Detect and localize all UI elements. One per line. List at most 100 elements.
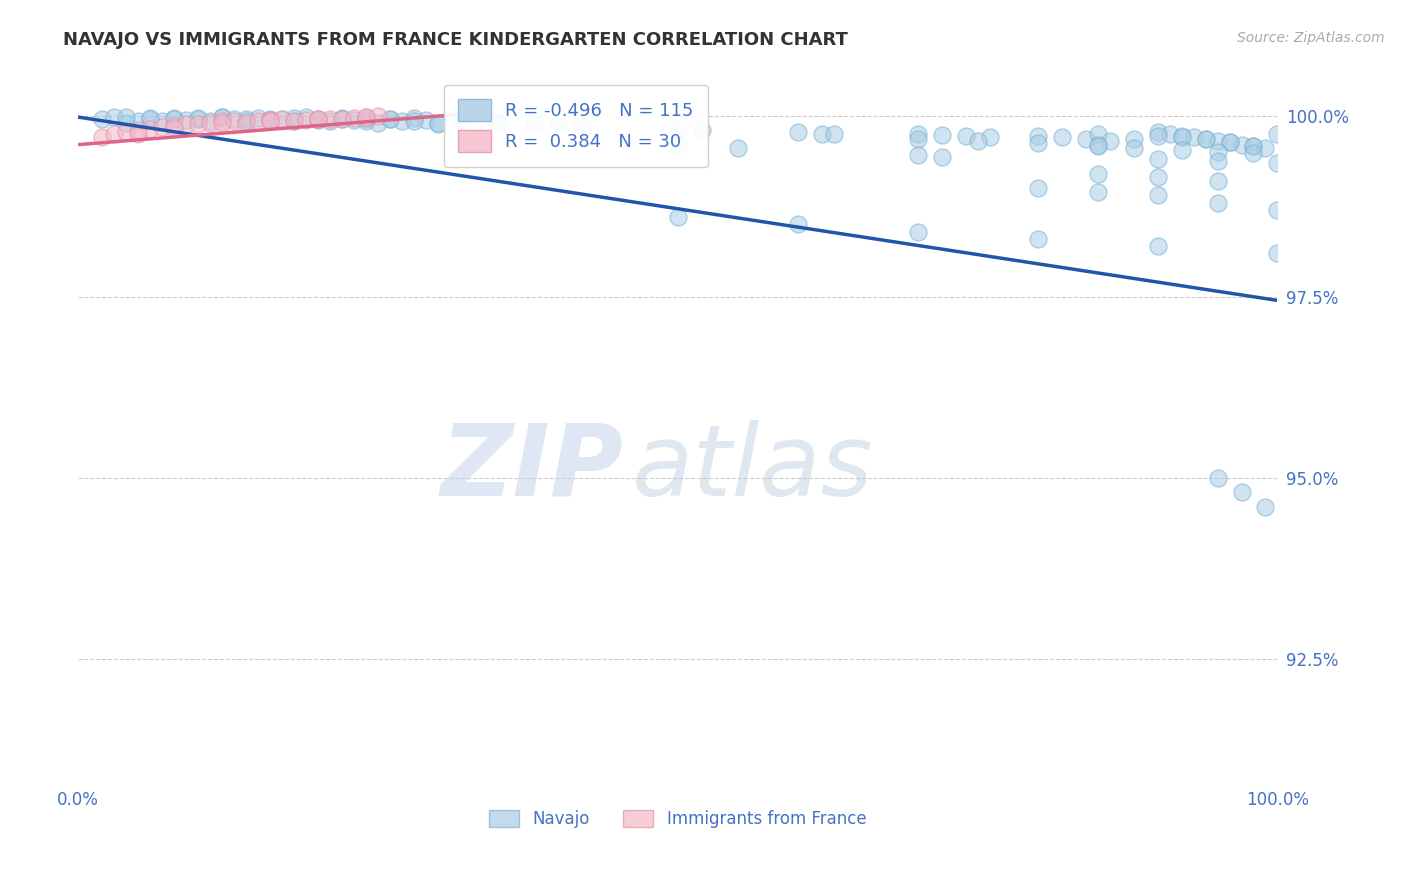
Point [1122,132,1144,146]
Point [259,113,281,128]
Point [247,111,270,125]
Point [402,111,425,125]
Point [174,112,197,127]
Point [1026,232,1049,246]
Point [666,210,689,224]
Point [319,112,342,126]
Point [486,116,509,130]
Point [1026,136,1049,150]
Point [295,112,318,127]
Point [198,113,221,128]
Point [150,120,173,135]
Point [1243,146,1265,161]
Point [1206,195,1229,210]
Point [1206,145,1229,159]
Point [211,110,233,124]
Point [187,117,209,131]
Point [690,123,713,137]
Point [1218,136,1240,150]
Point [451,114,474,128]
Point [1159,127,1181,141]
Point [1087,137,1109,152]
Point [198,116,221,130]
Point [931,128,953,143]
Point [354,112,377,126]
Point [547,118,569,132]
Point [139,121,162,136]
Point [1194,132,1216,146]
Point [330,111,353,125]
Point [907,132,929,146]
Point [354,113,377,128]
Point [1026,181,1049,195]
Point [1267,246,1289,260]
Point [955,128,977,143]
Point [163,112,186,126]
Point [1194,132,1216,146]
Point [295,110,318,124]
Point [931,150,953,164]
Point [1206,153,1229,168]
Text: NAVAJO VS IMMIGRANTS FROM FRANCE KINDERGARTEN CORRELATION CHART: NAVAJO VS IMMIGRANTS FROM FRANCE KINDERG… [63,31,848,49]
Point [271,112,294,126]
Point [307,112,329,127]
Point [163,120,186,135]
Point [259,112,281,127]
Point [391,114,413,128]
Point [1230,485,1253,500]
Point [1146,152,1168,166]
Point [1074,132,1097,146]
Point [115,110,138,124]
Point [91,130,114,145]
Point [259,112,281,127]
Point [103,127,125,141]
Text: atlas: atlas [633,420,875,516]
Point [235,112,257,126]
Point [1146,128,1168,143]
Point [1146,170,1168,185]
Point [211,114,233,128]
Point [378,112,401,127]
Point [523,117,546,131]
Point [1170,130,1192,145]
Point [283,111,305,125]
Point [330,112,353,126]
Point [786,217,808,231]
Point [1206,134,1229,148]
Point [378,112,401,127]
Point [235,114,257,128]
Point [1170,144,1192,158]
Point [91,112,114,127]
Text: ZIP: ZIP [441,420,624,516]
Point [907,225,929,239]
Point [1050,130,1073,145]
Point [271,112,294,127]
Point [259,112,281,127]
Point [1087,127,1109,141]
Point [354,110,377,124]
Point [1182,130,1205,145]
Point [283,113,305,128]
Point [283,113,305,128]
Point [810,127,832,141]
Point [319,114,342,128]
Point [426,116,449,130]
Point [1206,471,1229,485]
Point [1026,128,1049,143]
Point [786,124,808,138]
Text: Source: ZipAtlas.com: Source: ZipAtlas.com [1237,31,1385,45]
Point [174,117,197,131]
Point [307,112,329,126]
Point [979,130,1001,145]
Point [1267,127,1289,141]
Point [1146,124,1168,138]
Point [103,110,125,124]
Point [1146,239,1168,253]
Point [1087,185,1109,199]
Point [426,117,449,131]
Point [571,120,593,134]
Point [1230,137,1253,152]
Point [127,123,149,137]
Point [1206,174,1229,188]
Point [1218,136,1240,150]
